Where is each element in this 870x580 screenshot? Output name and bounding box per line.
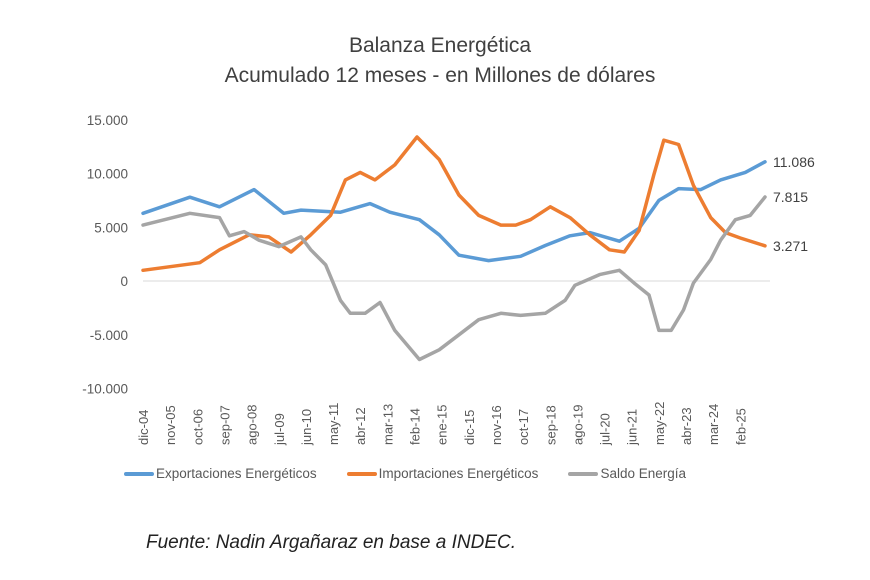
series-line-1 <box>141 135 767 273</box>
x-tick-label: ene-15 <box>435 405 450 445</box>
chart-title: Balanza Energética <box>348 34 532 57</box>
y-tick-label: 0 <box>120 274 128 289</box>
legend-swatch <box>346 471 377 476</box>
x-tick-label: dic-04 <box>136 410 151 445</box>
y-tick-label: -5.000 <box>90 328 128 343</box>
legend-label: Saldo Energía <box>600 466 686 481</box>
x-tick-label: sep-07 <box>217 405 232 445</box>
x-tick-label: feb-25 <box>733 408 748 445</box>
x-tick-label: abr-12 <box>353 407 368 445</box>
y-tick-label: 15.000 <box>87 113 128 128</box>
x-tick-label: ago-08 <box>245 405 260 445</box>
x-tick-label: dic-15 <box>462 410 477 445</box>
legend-label: Importaciones Energéticos <box>378 466 539 481</box>
legend-item-importaciones: Importaciones Energéticos <box>346 466 539 481</box>
x-tick-label: mar-13 <box>380 404 395 445</box>
end-value-label: 7.815 <box>773 189 808 205</box>
chart-subtitle: Acumulado 12 meses - en Millones de dóla… <box>224 64 656 87</box>
y-tick-label: 5.000 <box>94 220 128 235</box>
x-tick-label: oct-06 <box>190 409 205 445</box>
x-tick-label: jul-20 <box>598 413 613 446</box>
x-tick-label: mar-24 <box>706 404 721 445</box>
end-value-label: 3.271 <box>773 238 808 254</box>
x-tick-label: abr-23 <box>679 407 694 445</box>
y-tick-label: -10.000 <box>82 382 128 397</box>
source-note: Fuente: Nadin Argañaraz en base a INDEC. <box>146 532 516 553</box>
legend-swatch <box>124 471 154 476</box>
x-tick-label: nov-05 <box>163 405 178 445</box>
x-tick-label: ago-19 <box>570 405 585 445</box>
y-tick-label: 10.000 <box>87 167 128 182</box>
end-value-label: 11.086 <box>773 154 815 170</box>
x-tick-label: sep-18 <box>543 405 558 445</box>
x-tick-label: feb-14 <box>408 408 423 445</box>
legend-label: Exportaciones Energéticos <box>156 466 317 481</box>
x-tick-label: oct-17 <box>516 409 531 445</box>
x-tick-label: jul-09 <box>272 413 287 446</box>
x-tick-label: jun-21 <box>625 409 640 446</box>
x-tick-label: may-11 <box>326 403 341 445</box>
x-tick-label: jun-10 <box>299 409 314 446</box>
legend-swatch <box>568 471 599 476</box>
x-tick-label: may-22 <box>652 402 667 445</box>
series-line-0 <box>141 160 767 263</box>
series-line-2 <box>141 195 767 362</box>
legend: Exportaciones Energéticos Importaciones … <box>124 466 686 481</box>
legend-item-exportaciones: Exportaciones Energéticos <box>124 466 317 481</box>
legend-item-saldo: Saldo Energía <box>568 466 686 481</box>
x-tick-label: nov-16 <box>489 405 504 445</box>
